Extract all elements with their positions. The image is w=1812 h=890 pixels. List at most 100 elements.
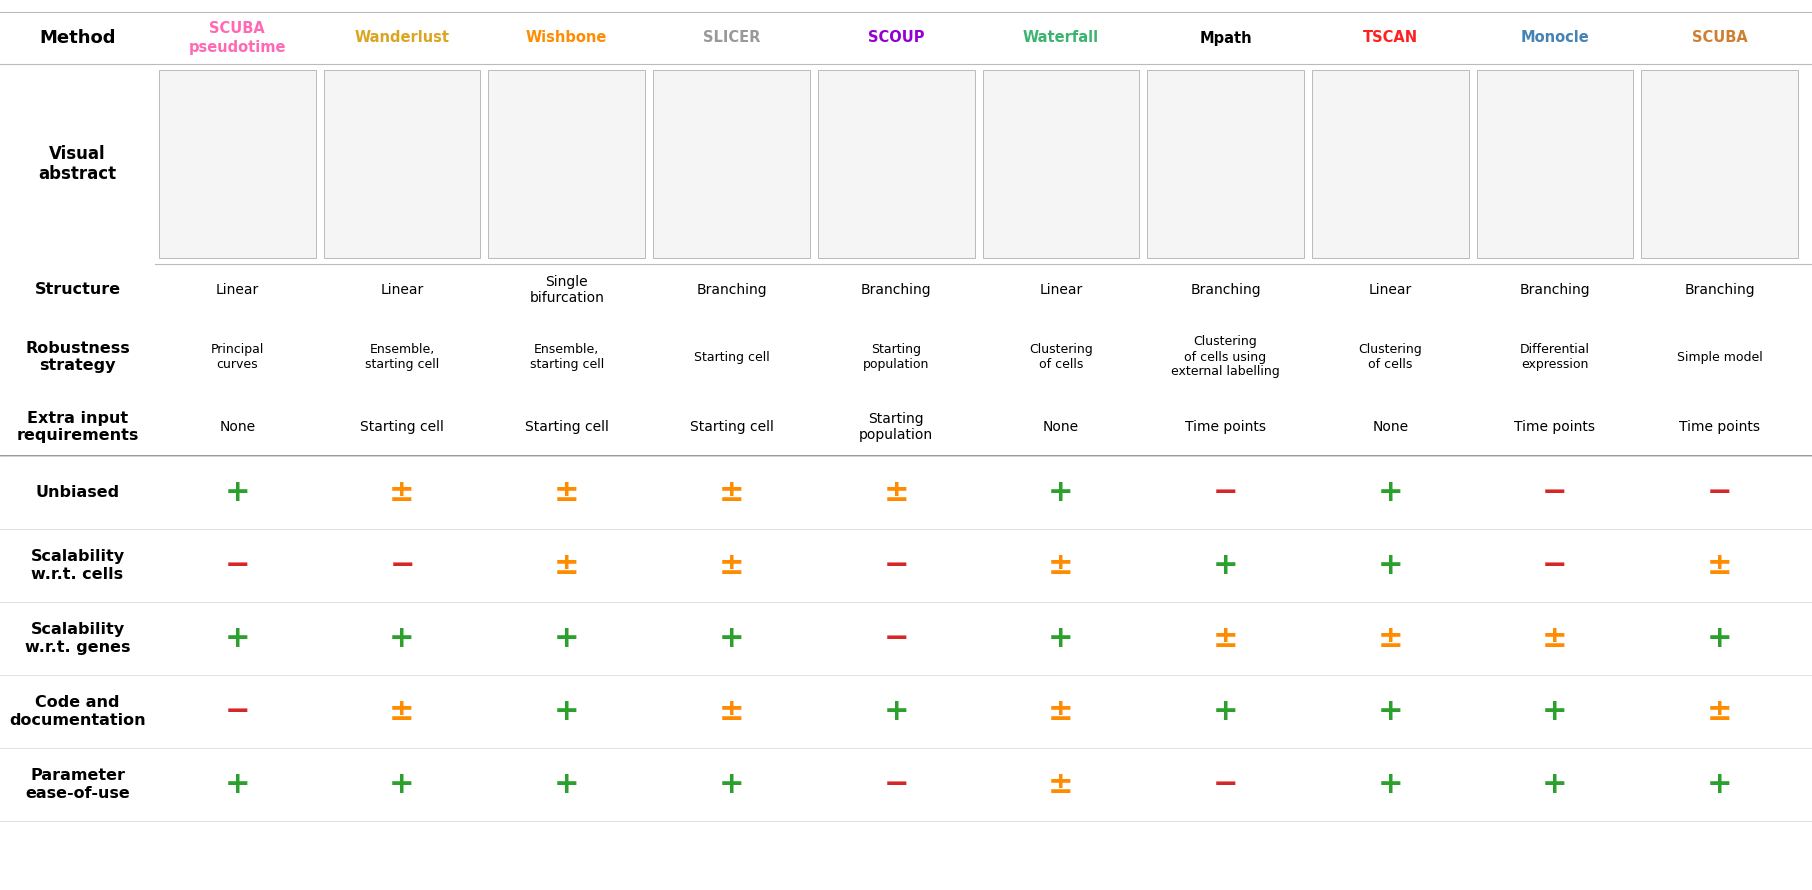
Text: +: + <box>1542 770 1567 799</box>
Text: +: + <box>1047 624 1075 653</box>
Text: Time points: Time points <box>1680 420 1759 434</box>
FancyBboxPatch shape <box>652 70 810 258</box>
Text: Linear: Linear <box>1040 283 1082 297</box>
FancyBboxPatch shape <box>1642 70 1798 258</box>
Text: Branching: Branching <box>1685 283 1756 297</box>
Text: +: + <box>554 770 580 799</box>
Text: Wanderlust: Wanderlust <box>355 30 449 45</box>
Text: +: + <box>554 697 580 726</box>
Text: Ensemble,
starting cell: Ensemble, starting cell <box>529 343 603 371</box>
FancyBboxPatch shape <box>1147 70 1305 258</box>
Text: Scalability
w.r.t. genes: Scalability w.r.t. genes <box>25 622 130 655</box>
Text: −: − <box>884 770 910 799</box>
Text: Linear: Linear <box>216 283 259 297</box>
Text: Clustering
of cells using
external labelling: Clustering of cells using external label… <box>1171 336 1279 378</box>
Text: Starting cell: Starting cell <box>525 420 609 434</box>
Text: SCOUP: SCOUP <box>868 30 924 45</box>
Text: +: + <box>1707 624 1732 653</box>
Text: Starting cell: Starting cell <box>690 420 774 434</box>
Text: Branching: Branching <box>696 283 766 297</box>
Text: −: − <box>1542 551 1567 580</box>
Text: −: − <box>225 697 250 726</box>
Text: Unbiased: Unbiased <box>36 485 120 500</box>
Text: +: + <box>1047 478 1075 507</box>
Text: Branching: Branching <box>1520 283 1591 297</box>
Text: +: + <box>1542 697 1567 726</box>
Text: Method: Method <box>40 29 116 47</box>
Text: Single
bifurcation: Single bifurcation <box>529 275 603 305</box>
Text: Ensemble,
starting cell: Ensemble, starting cell <box>364 343 439 371</box>
Text: +: + <box>390 770 415 799</box>
Text: ±: ± <box>390 478 415 507</box>
Text: None: None <box>219 420 255 434</box>
Text: +: + <box>1377 697 1402 726</box>
Text: ±: ± <box>719 478 745 507</box>
FancyBboxPatch shape <box>489 70 645 258</box>
Text: +: + <box>719 770 745 799</box>
Text: ±: ± <box>554 478 580 507</box>
Text: +: + <box>882 697 910 726</box>
Text: +: + <box>1707 770 1732 799</box>
Text: ±: ± <box>1377 624 1402 653</box>
Text: +: + <box>1377 770 1402 799</box>
Text: Scalability
w.r.t. cells: Scalability w.r.t. cells <box>31 549 125 582</box>
Text: −: − <box>884 551 910 580</box>
FancyBboxPatch shape <box>982 70 1140 258</box>
Text: None: None <box>1372 420 1408 434</box>
Text: −: − <box>225 551 250 580</box>
Text: Code and
documentation: Code and documentation <box>9 695 145 728</box>
Text: Branching: Branching <box>1190 283 1261 297</box>
Text: ±: ± <box>719 697 745 726</box>
Text: −: − <box>884 624 910 653</box>
Text: Linear: Linear <box>1368 283 1412 297</box>
Text: ±: ± <box>882 478 910 507</box>
Text: Robustness
strategy: Robustness strategy <box>25 341 130 373</box>
Text: −: − <box>390 551 415 580</box>
Text: −: − <box>1542 478 1567 507</box>
Text: Principal
curves: Principal curves <box>210 343 265 371</box>
Text: Waterfall: Waterfall <box>1022 30 1098 45</box>
Text: ±: ± <box>719 551 745 580</box>
Text: +: + <box>225 624 250 653</box>
Text: ±: ± <box>1542 624 1567 653</box>
FancyBboxPatch shape <box>159 70 315 258</box>
FancyBboxPatch shape <box>1477 70 1633 258</box>
Text: ±: ± <box>1212 624 1238 653</box>
Text: +: + <box>1377 551 1402 580</box>
FancyBboxPatch shape <box>1312 70 1468 258</box>
Text: ±: ± <box>1047 551 1075 580</box>
Text: Starting cell: Starting cell <box>694 351 770 363</box>
Text: Monocle: Monocle <box>1520 30 1589 45</box>
Text: Simple model: Simple model <box>1676 351 1763 363</box>
Text: TSCAN: TSCAN <box>1363 30 1417 45</box>
Text: Clustering
of cells: Clustering of cells <box>1029 343 1093 371</box>
Text: +: + <box>225 478 250 507</box>
Text: +: + <box>554 624 580 653</box>
Text: Extra input
requirements: Extra input requirements <box>16 411 140 443</box>
Text: −: − <box>1707 478 1732 507</box>
Text: ±: ± <box>1047 770 1075 799</box>
FancyBboxPatch shape <box>817 70 975 258</box>
Text: Linear: Linear <box>381 283 424 297</box>
Text: Time points: Time points <box>1185 420 1267 434</box>
Text: Branching: Branching <box>861 283 931 297</box>
Text: ±: ± <box>554 551 580 580</box>
Text: +: + <box>1212 551 1238 580</box>
Text: Clustering
of cells: Clustering of cells <box>1359 343 1422 371</box>
Text: Parameter
ease-of-use: Parameter ease-of-use <box>25 768 130 801</box>
Text: ±: ± <box>1047 697 1075 726</box>
Text: Starting cell: Starting cell <box>361 420 444 434</box>
Text: +: + <box>225 770 250 799</box>
Text: −: − <box>1212 478 1238 507</box>
Text: SLICER: SLICER <box>703 30 761 45</box>
Text: Mpath: Mpath <box>1200 30 1252 45</box>
Text: Structure: Structure <box>34 282 121 297</box>
Text: SCUBA
pseudotime: SCUBA pseudotime <box>188 20 286 55</box>
Text: Starting
population: Starting population <box>863 343 930 371</box>
Text: +: + <box>1212 697 1238 726</box>
Text: ±: ± <box>1707 697 1732 726</box>
Text: +: + <box>1377 478 1402 507</box>
Text: ±: ± <box>390 697 415 726</box>
Text: ±: ± <box>1707 551 1732 580</box>
Text: Wishbone: Wishbone <box>525 30 607 45</box>
